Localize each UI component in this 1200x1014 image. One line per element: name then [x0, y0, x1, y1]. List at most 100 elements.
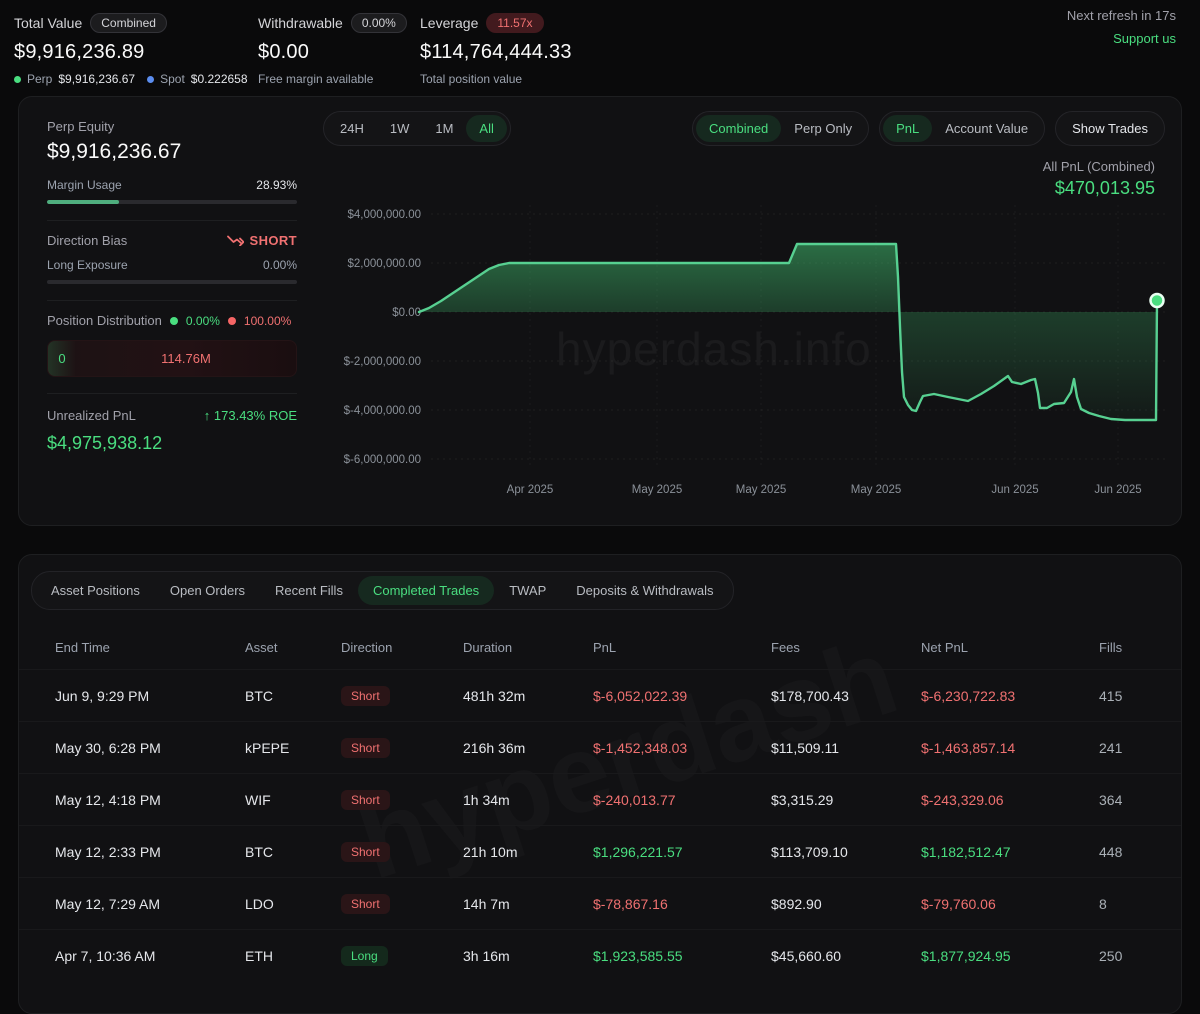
completed-trades-table: End Time Asset Direction Duration PnL Fees Net…	[19, 625, 1181, 981]
svg-text:Jun 2025: Jun 2025	[1094, 484, 1141, 496]
cell-duration: 481h 32m	[463, 687, 526, 704]
cell-net-pnl: $-1,463,857.14	[921, 739, 1016, 756]
cell-fees: $45,660.60	[771, 947, 842, 964]
cell-duration: 21h 10m	[463, 843, 518, 860]
svg-text:May 2025: May 2025	[851, 484, 902, 496]
equity-chart-card: Perp Equity $9,916,236.67 Margin Usage 2…	[18, 96, 1182, 526]
column-header-direction: Direction	[341, 639, 393, 655]
withdrawable-sub: Free margin available	[258, 72, 374, 86]
range-1m-button[interactable]: 1M	[422, 115, 466, 142]
cell-duration: 216h 36m	[463, 739, 526, 756]
table-row[interactable]: Apr 7, 10:36 AM ETH Long 3h 16m $1,923,585.5…	[19, 929, 1181, 981]
cell-asset: ETH	[245, 947, 273, 964]
table-row[interactable]: May 12, 2:33 PM BTC Short 21h 10m $1,296,221…	[19, 825, 1181, 877]
combined-toggle-button[interactable]: Combined	[696, 115, 782, 142]
column-header-end-time: End Time	[55, 639, 110, 655]
tab-recent-fills[interactable]: Recent Fills	[275, 583, 343, 598]
cell-fills: 241	[1099, 739, 1123, 756]
range-24h-button[interactable]: 24H	[327, 115, 377, 142]
perp-equity-value: $9,916,236.67	[47, 140, 182, 163]
perp-label: Perp	[27, 72, 53, 86]
range-all-button[interactable]: All	[466, 115, 507, 142]
time-range-group: 24H 1W 1M All	[323, 111, 511, 146]
withdrawable-label: Withdrawable	[258, 15, 343, 31]
cell-direction: Short	[341, 893, 463, 914]
svg-text:$0.00: $0.00	[392, 307, 421, 319]
unrealized-pnl-label: Unrealized PnL	[47, 408, 136, 423]
tab-twap[interactable]: TWAP	[509, 583, 547, 598]
margin-usage-bar	[47, 200, 297, 204]
leverage-sub: Total position value	[420, 72, 523, 86]
cell-fees: $113,709.10	[771, 843, 848, 860]
support-us-link[interactable]: Support us	[1113, 31, 1176, 46]
show-trades-button[interactable]: Show Trades	[1055, 111, 1165, 146]
svg-text:Apr 2025: Apr 2025	[507, 484, 554, 496]
long-notional: 0	[48, 341, 76, 376]
short-notional: 114.76M	[161, 351, 211, 366]
cell-direction: Short	[341, 841, 463, 862]
svg-text:May 2025: May 2025	[736, 484, 787, 496]
cell-fills: 364	[1099, 791, 1123, 808]
position-distribution-label: Position Distribution	[47, 313, 162, 328]
total-value-block: Total Value Combined $9,916,236.89 Perp …	[14, 10, 258, 86]
column-header-net-pnl: Net PnL	[921, 639, 968, 655]
cell-asset: BTC	[245, 687, 273, 704]
cell-duration: 3h 16m	[463, 947, 510, 964]
account-overview-panel: Perp Equity $9,916,236.67 Margin Usage 2…	[47, 119, 297, 470]
table-row[interactable]: May 12, 7:29 AM LDO Short 14h 7m $-78,867.16…	[19, 877, 1181, 929]
current-value-dot	[1149, 292, 1165, 309]
withdrawable-badge: 0.00%	[350, 13, 407, 33]
chart-controls: 24H 1W 1M All Combined Perp Only PnL Acc…	[323, 111, 1165, 146]
pnl-chart-svg: $4,000,000.00 $2,000,000.00 $0.00 $-2,000,0…	[344, 205, 1167, 496]
unrealized-pnl-value: $4,975,938.12	[47, 433, 163, 453]
svg-text:$-2,000,000.00: $-2,000,000.00	[344, 356, 421, 368]
perp-only-toggle-button[interactable]: Perp Only	[781, 115, 865, 142]
unrealized-pnl-section: Unrealized PnL ↑ 173.43% ROE $4,975,938.…	[47, 394, 297, 470]
long-exposure-value: 0.00%	[262, 258, 297, 272]
long-exposure-bar	[47, 280, 297, 284]
cell-fills: 415	[1099, 687, 1123, 704]
account-value-toggle-button[interactable]: Account Value	[932, 115, 1041, 142]
cell-end-time: May 12, 4:18 PM	[55, 791, 161, 808]
range-1w-button[interactable]: 1W	[377, 115, 423, 142]
tab-completed-trades[interactable]: Completed Trades	[357, 576, 495, 605]
pnl-chart[interactable]: hyperdash.info $4,000,000.00$2,000,000.0…	[331, 197, 1171, 509]
table-row[interactable]: May 12, 4:18 PM WIF Short 1h 34m $-240,013.7…	[19, 773, 1181, 825]
pnl-toggle-button[interactable]: PnL	[883, 115, 933, 142]
leverage-badge: 11.57x	[486, 13, 544, 33]
cell-end-time: May 12, 2:33 PM	[55, 843, 161, 860]
cell-direction: Short	[341, 685, 463, 706]
cell-direction: Short	[341, 737, 463, 758]
leverage-block: Leverage 11.57x $114,764,444.33 Total po…	[420, 10, 572, 86]
direction-bias-value: SHORT	[226, 233, 298, 248]
tab-asset-positions[interactable]: Asset Positions	[51, 583, 140, 598]
cell-net-pnl: $-6,230,722.83	[921, 687, 1016, 704]
cell-pnl: $-1,452,348.03	[593, 739, 688, 756]
cell-direction: Long	[341, 945, 463, 966]
tab-open-orders[interactable]: Open Orders	[169, 583, 246, 598]
table-row[interactable]: Jun 9, 9:29 PM BTC Short 481h 32m $-6,052,02…	[19, 669, 1181, 721]
margin-usage-label: Margin Usage	[47, 178, 122, 192]
cell-duration: 14h 7m	[463, 895, 510, 912]
column-header-asset: Asset	[245, 639, 278, 655]
direction-badge: Short	[341, 893, 390, 914]
svg-text:May 2025: May 2025	[632, 484, 683, 496]
perp-equity-section: Perp Equity $9,916,236.67 Margin Usage 2…	[47, 119, 297, 221]
spot-dot-icon	[147, 75, 155, 83]
direction-badge: Short	[341, 685, 390, 706]
long-exposure-label: Long Exposure	[47, 258, 128, 272]
short-pct: 100.00%	[243, 313, 292, 328]
cell-pnl: $1,923,585.55	[593, 947, 683, 964]
table-header-row: End Time Asset Direction Duration PnL Fees Net…	[19, 625, 1181, 669]
tab-deposits-withdrawals[interactable]: Deposits & Withdrawals	[576, 583, 714, 598]
leverage-value: $114,764,444.33	[420, 41, 572, 63]
cell-fees: $178,700.43	[771, 687, 849, 704]
withdrawable-value: $0.00	[258, 41, 310, 63]
cell-pnl: $-78,867.16	[593, 895, 668, 912]
direction-badge: Short	[341, 737, 390, 758]
cell-duration: 1h 34m	[463, 791, 510, 808]
trending-down-icon	[226, 235, 244, 246]
table-row[interactable]: May 30, 6:28 PM kPEPE Short 216h 36m $-1,452…	[19, 721, 1181, 773]
spot-label: Spot	[160, 72, 185, 86]
